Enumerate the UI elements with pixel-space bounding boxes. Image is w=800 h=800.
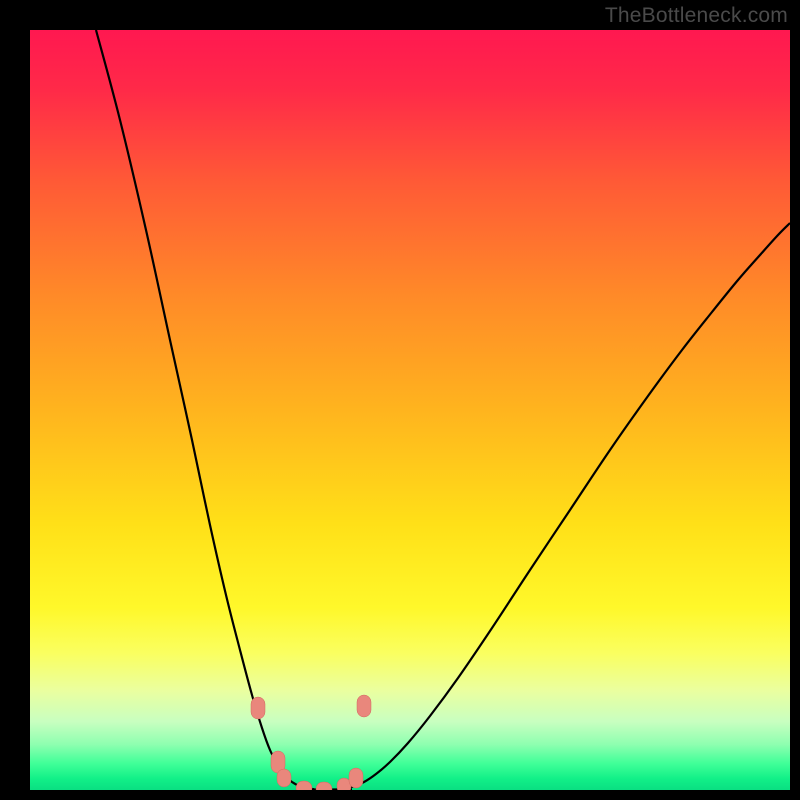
curve-left-branch: [96, 30, 314, 789]
plot-area: [30, 30, 790, 790]
data-marker: [349, 768, 363, 788]
bottleneck-curve: [30, 30, 790, 790]
data-marker: [251, 697, 265, 719]
curve-right-branch: [340, 223, 790, 789]
data-marker: [357, 695, 371, 717]
data-marker: [316, 782, 332, 790]
data-marker: [296, 781, 312, 790]
data-markers: [251, 695, 371, 790]
data-marker: [277, 769, 291, 787]
watermark-text: TheBottleneck.com: [605, 4, 788, 28]
